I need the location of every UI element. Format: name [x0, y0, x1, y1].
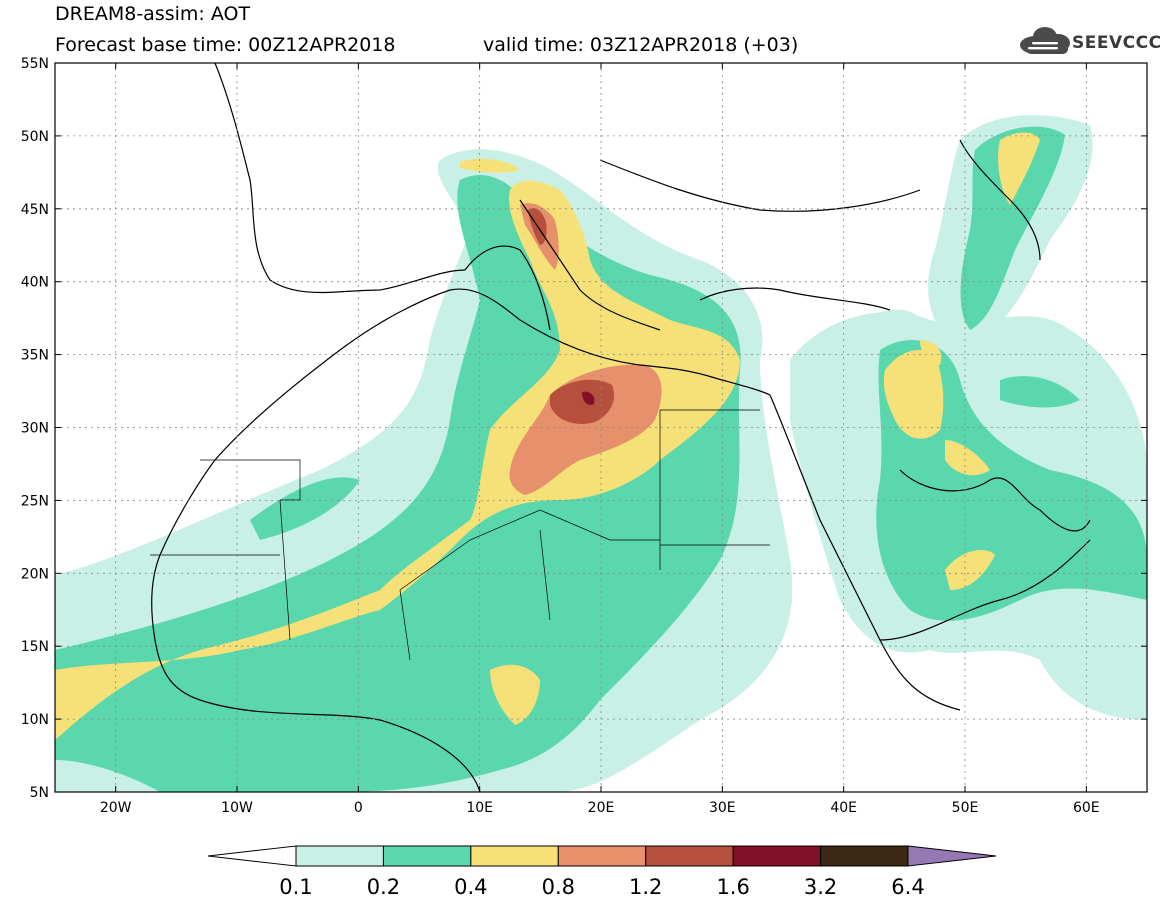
lon-tick-label: 20E	[588, 800, 615, 816]
lat-tick-label: 10N	[21, 712, 49, 728]
lat-tick-label: 55N	[21, 56, 49, 72]
colorbar-label: 0.4	[454, 875, 487, 899]
lat-tick-label: 15N	[21, 639, 49, 655]
longitude-labels: 20W 10W 0 10E 20E 30E 40E 50E 60E	[100, 800, 1100, 816]
colorbar-swatch	[557, 845, 647, 867]
lat-tick-label: 20N	[21, 566, 49, 582]
lon-tick-label: 10E	[466, 800, 493, 816]
colorbar-label: 3.2	[804, 875, 837, 899]
colorbar-label: 1.6	[716, 875, 749, 899]
coastlines	[151, 63, 1091, 792]
colorbar-swatch	[820, 845, 909, 867]
lon-tick-label: 30E	[709, 800, 736, 816]
valid-time: valid time: 03Z12APR2018 (+03)	[483, 34, 799, 56]
aot-level-0-4	[55, 132, 1040, 740]
lat-tick-label: 40N	[21, 275, 49, 291]
colorbar-label: 0.8	[542, 875, 575, 899]
lat-tick-label: 30N	[21, 421, 49, 437]
latitude-labels: 55N 50N 45N 40N 35N 30N 25N 20N 15N 10N 5N	[21, 56, 49, 801]
lat-tick-label: 5N	[30, 785, 49, 801]
colorbar-label: 0.1	[279, 875, 312, 899]
lon-tick-label: 10W	[221, 800, 253, 816]
colorbar-low-arrow	[207, 845, 297, 867]
colorbar-high-arrow	[907, 845, 997, 867]
colorbar-swatch	[732, 845, 822, 867]
borders	[150, 409, 770, 661]
forecast-base-time: Forecast base time: 00Z12APR2018	[55, 34, 396, 56]
colorbar-label: 6.4	[891, 875, 924, 899]
lat-tick-label: 50N	[21, 129, 49, 145]
lon-tick-label: 40E	[830, 800, 857, 816]
lat-tick-label: 35N	[21, 348, 49, 364]
axis-ticks	[55, 62, 1147, 793]
map-title: DREAM8-assim: AOT	[55, 3, 251, 25]
seevccc-logo	[1020, 27, 1070, 54]
lon-tick-label: 20W	[100, 800, 132, 816]
colorbar: 0.1 0.2 0.4 0.8 1.2 1.6 3.2 6.4	[207, 845, 997, 899]
colorbar-swatch	[470, 845, 559, 867]
colorbar-swatch	[645, 845, 734, 867]
lat-tick-label: 45N	[21, 202, 49, 218]
colorbar-label: 1.2	[629, 875, 662, 899]
aot-level-1-6	[582, 391, 595, 405]
lon-tick-label: 50E	[952, 800, 979, 816]
lon-tick-label: 60E	[1073, 800, 1100, 816]
lat-tick-label: 25N	[21, 493, 49, 509]
colorbar-swatch	[295, 845, 384, 867]
colorbar-swatch	[382, 845, 472, 867]
colorbar-label: 0.2	[367, 875, 400, 899]
logo-text: SEEVCCC	[1072, 33, 1162, 53]
lon-tick-label: 0	[354, 800, 363, 816]
